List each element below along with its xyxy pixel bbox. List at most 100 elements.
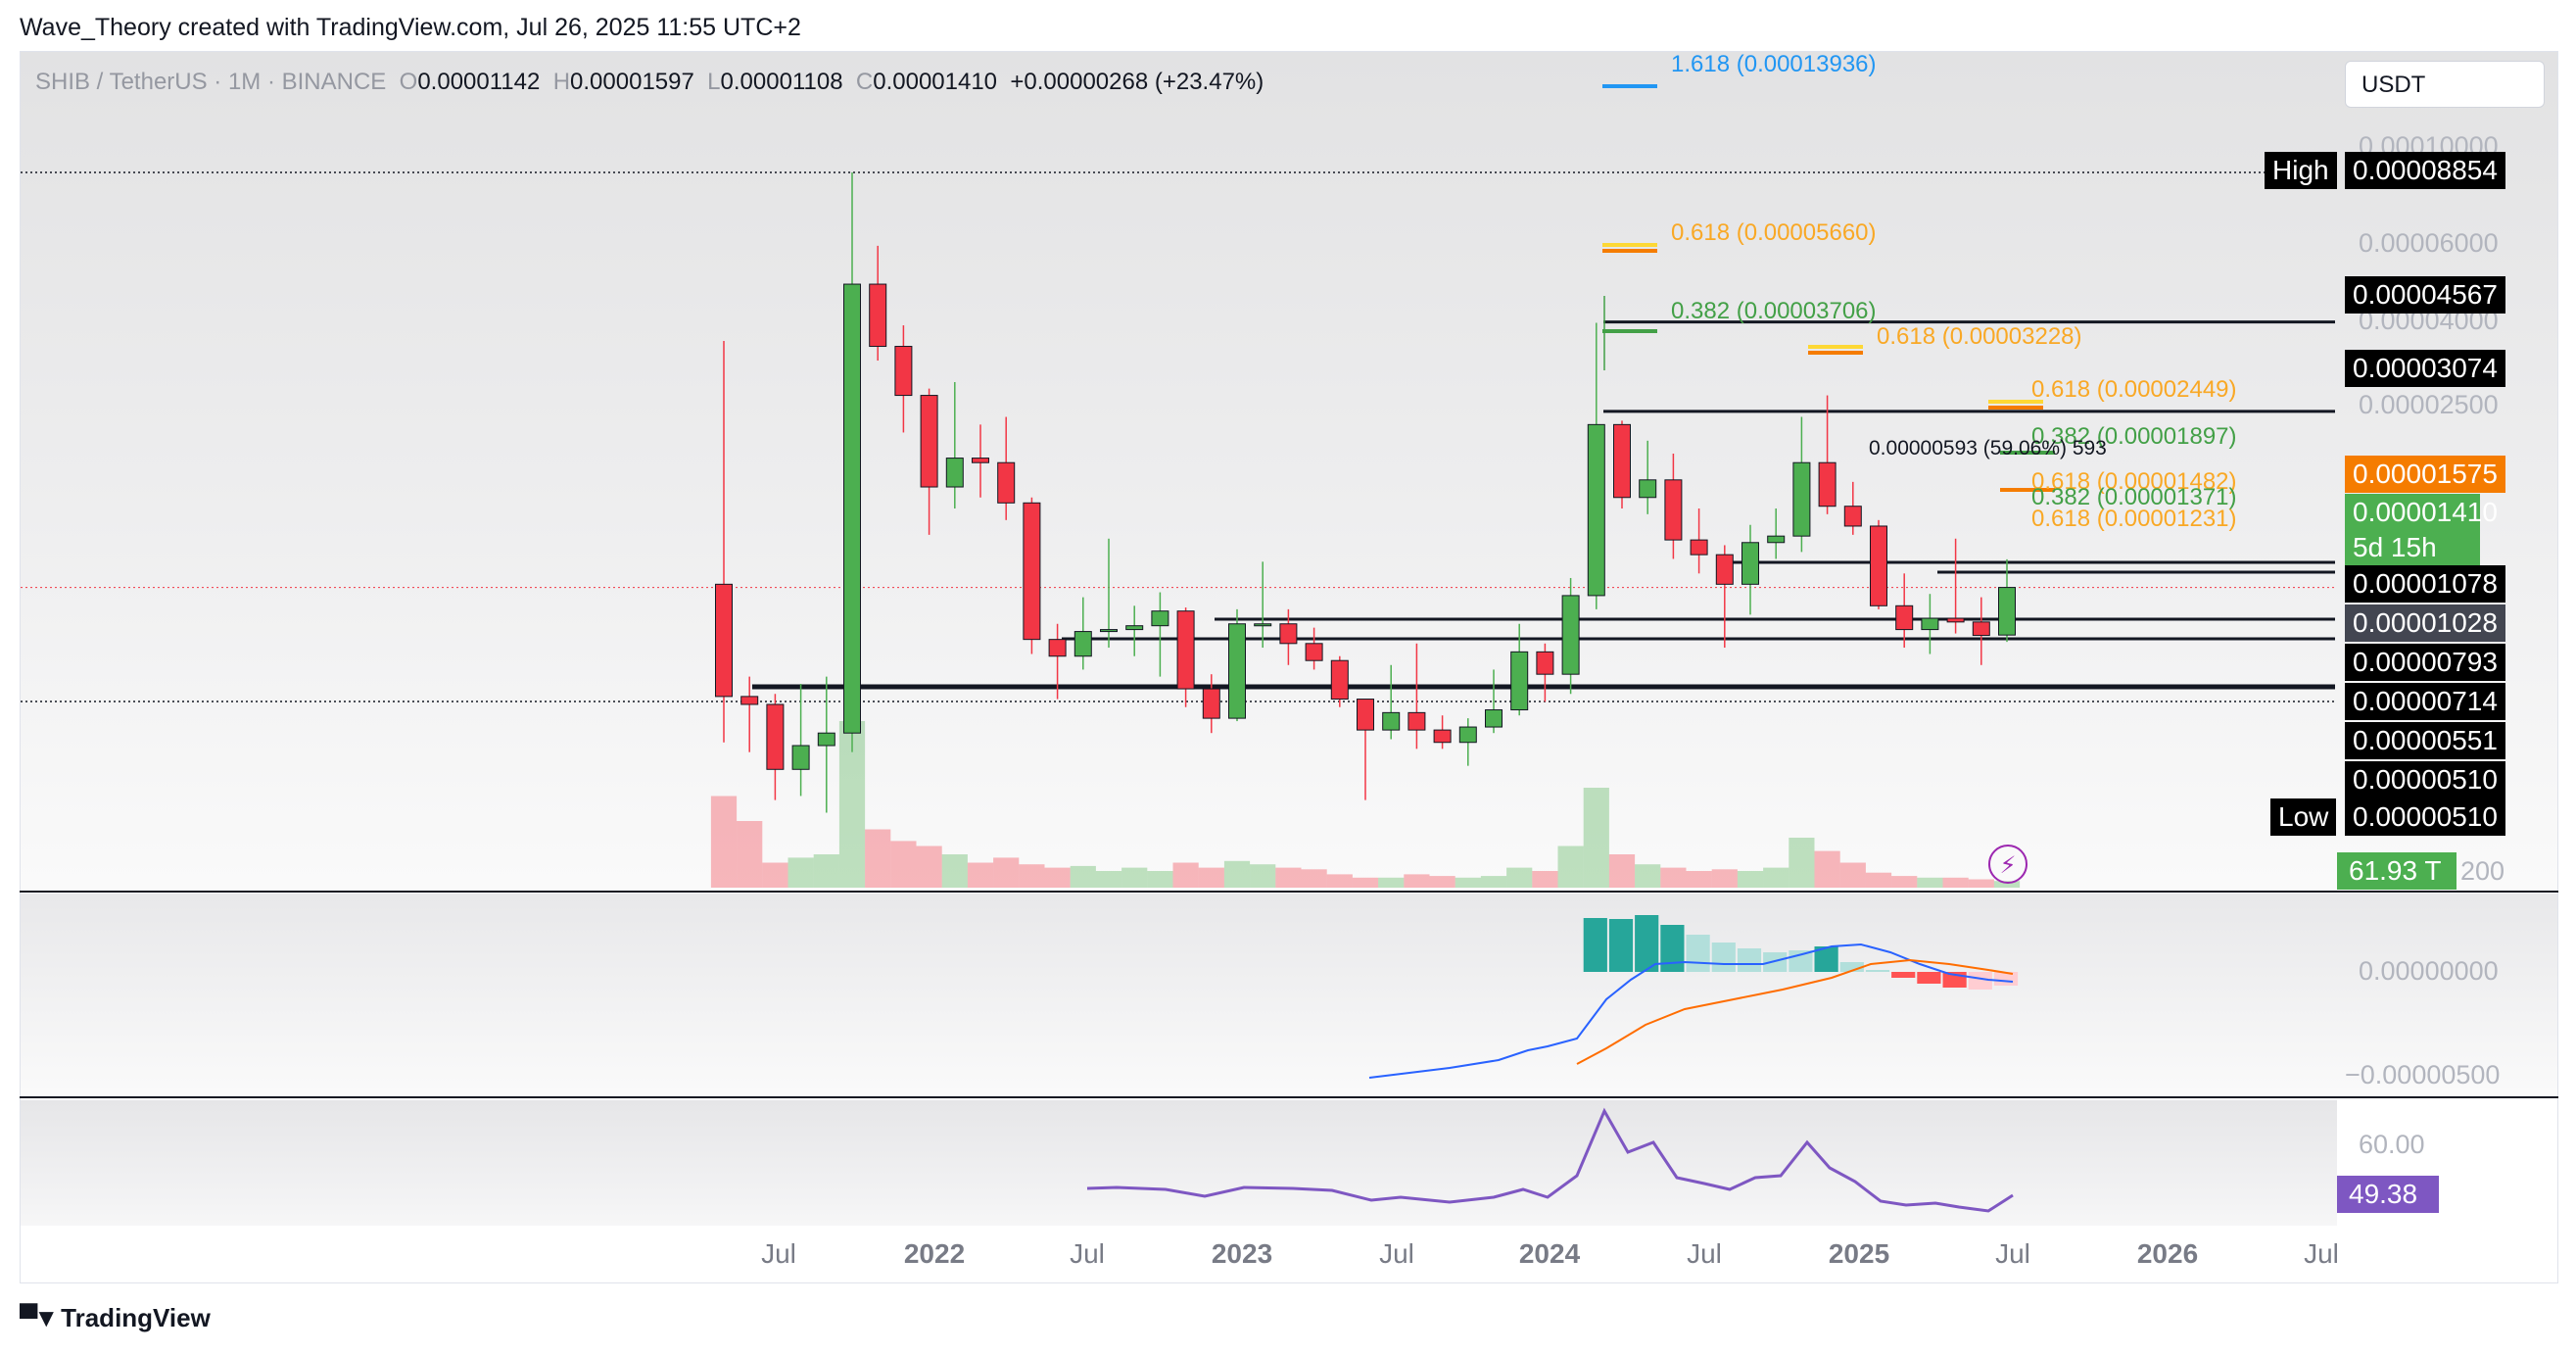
candle-body [1330, 659, 1349, 701]
candle-body [1767, 535, 1786, 544]
legend-high: 0.00001597 [570, 69, 694, 95]
candle-body [766, 703, 785, 770]
candle [1485, 669, 1503, 734]
volume-bar [1301, 869, 1327, 888]
candle [1946, 538, 1965, 634]
time-tick: 2023 [1211, 1238, 1273, 1269]
candle [1023, 497, 1041, 654]
candle [1407, 643, 1426, 750]
macd-histogram-bar [1865, 970, 1890, 972]
legend-close-label: C [855, 69, 874, 95]
volume-bar [1942, 877, 1969, 888]
fib-label: 1.618 (0.00013936) [1671, 51, 1877, 77]
candle-body [1458, 726, 1477, 744]
candle-body [1895, 604, 1914, 631]
currency-select[interactable]: USDT [2345, 61, 2545, 108]
volume-bar [1070, 865, 1096, 888]
candle-body [1998, 587, 2016, 636]
candle-body [1048, 639, 1067, 657]
macd-histogram-bar [1839, 962, 1864, 972]
candle [894, 325, 913, 433]
volume-bar [967, 862, 994, 888]
rsi-last-label: 49.38 [2337, 1176, 2439, 1213]
candle-body [1843, 506, 1862, 527]
candle-body [1305, 643, 1323, 661]
tradingview-logo[interactable]: ▀▼ TradingView [20, 1303, 211, 1333]
macd-pane-bg [21, 894, 2557, 1095]
price-label-level: 0.00001028 [2345, 604, 2505, 642]
candle-body [1125, 625, 1144, 631]
candle [972, 424, 989, 498]
candle-body [1151, 610, 1169, 627]
tradingview-brand: TradingView [61, 1303, 211, 1332]
candle [1176, 607, 1195, 707]
macd-signal-line [1576, 958, 2014, 1065]
price-tick: 0.00006000 [2359, 228, 2499, 258]
volume-bar [1455, 877, 1481, 888]
fib-label: 0.618 (0.00002449) [2031, 376, 2237, 403]
volume-bar [1480, 876, 1507, 888]
legend-high-label: H [552, 69, 571, 95]
candle [1921, 594, 1939, 654]
macd-histogram-bar [1891, 972, 1916, 978]
volume-bar [916, 846, 942, 888]
time-tick: Jul [1379, 1238, 1414, 1269]
candle [1613, 420, 1631, 509]
price-label-high: 0.00008854 [2345, 152, 2505, 189]
volume-bar [1763, 867, 1789, 888]
price-label-level: 0.00000510 [2345, 761, 2505, 798]
volume-bar [941, 854, 968, 888]
candle [1510, 623, 1529, 716]
candle [1279, 608, 1298, 665]
fib-label: 0.382 (0.00003706) [1671, 298, 1877, 324]
volume-bar [1635, 864, 1661, 888]
price-tick: 0.00002500 [2359, 390, 2499, 419]
candle-body [1100, 629, 1118, 633]
candle-body [1357, 699, 1374, 731]
volume-bar [1147, 871, 1173, 888]
candle-body [920, 395, 938, 488]
candle-body [894, 346, 913, 397]
rsi-pane-bg [21, 1100, 2337, 1226]
volume-bar [1532, 871, 1558, 888]
fib-label: 0.382 (0.00001897) [2031, 423, 2237, 450]
rsi-tick: 60.00 [2359, 1130, 2425, 1159]
legend-low-label: L [707, 69, 721, 95]
symbol-legend: SHIB / TetherUS · 1M · BINANCE O0.000011… [35, 69, 1264, 96]
time-tick: Jul [1070, 1238, 1105, 1269]
main-pane-bg [21, 52, 2557, 891]
candle-body [1407, 711, 1426, 731]
candle [1998, 558, 2016, 643]
candle-body [1279, 623, 1298, 645]
fib-label: 0.618 (0.00003228) [1877, 323, 2082, 350]
volume-bar [993, 857, 1020, 888]
candle [1690, 508, 1708, 574]
candle-body [1664, 479, 1683, 541]
time-tick: 2024 [1518, 1238, 1581, 1269]
high-tag: High [2265, 152, 2337, 189]
legend-symbol[interactable]: SHIB / TetherUS · 1M · BINANCE [35, 69, 387, 95]
candle-body [1587, 423, 1605, 597]
volume-bar [1223, 860, 1251, 888]
volume-bar [1814, 850, 1840, 888]
time-tick: Jul [761, 1238, 796, 1269]
macd-histogram-bar [1635, 915, 1659, 972]
price-label-level: 0.00000714 [2345, 683, 2505, 720]
macd-histogram-bar [1993, 972, 2019, 986]
price-label-level: 0.00000551 [2345, 722, 2505, 759]
candle-body [1561, 595, 1580, 675]
low-tag: Low [2270, 798, 2337, 836]
chart-frame[interactable] [20, 51, 2558, 1283]
macd-histogram-bar [1583, 918, 1607, 972]
candle [1561, 577, 1580, 695]
measure-annotation: 0.00000593 (59.06%) 593 [1869, 437, 2107, 459]
legend-open: 0.00001142 [417, 69, 541, 95]
candle-body [1870, 525, 1887, 606]
volume-bar [1198, 867, 1224, 888]
volume-bar [1095, 871, 1122, 888]
candle-body [817, 732, 835, 747]
volume-bar [1891, 876, 1918, 888]
lightning-alert-icon[interactable]: ⚡ [1988, 845, 2027, 884]
legend-close: 0.00001410 [873, 69, 998, 95]
